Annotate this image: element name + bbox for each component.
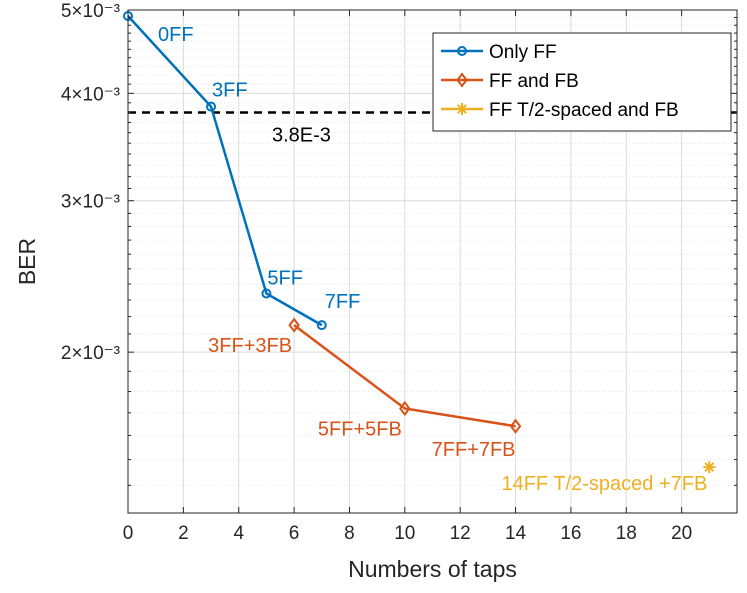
data-point <box>288 317 300 333</box>
point-annotations: 3.8E-3 0FF 3FF 5FF 7FF 3FF+3FB 5FF+5FB 7FF+7FB 1… <box>158 24 707 495</box>
y-tick-label: 2×10⁻³ <box>61 343 120 364</box>
x-tick-label: 0 <box>123 523 134 544</box>
x-tick-labels: 0 2 4 6 8 10 12 14 16 18 20 <box>123 523 692 544</box>
reference-line-label: 3.8E-3 <box>272 124 331 146</box>
x-tick-label: 2 <box>178 523 189 544</box>
x-tick-label: 20 <box>671 523 692 544</box>
x-tick-label: 10 <box>394 523 415 544</box>
series-line <box>293 324 516 428</box>
point-label: 7FF <box>325 291 361 313</box>
series-line <box>127 15 323 327</box>
x-tick-label: 14 <box>505 523 527 544</box>
legend-label: Only FF <box>489 42 557 63</box>
legend-label: FF T/2-spaced and FB <box>489 100 679 121</box>
legend-item: FF and FB <box>441 71 579 92</box>
point-label: 7FF+7FB <box>432 439 516 461</box>
data-point <box>509 418 522 434</box>
legend-swatch-marker <box>456 103 468 115</box>
y-tick-label: 3×10⁻³ <box>61 192 120 213</box>
data-point <box>703 461 716 474</box>
y-tick-label: 5×10⁻³ <box>61 1 120 22</box>
data-point <box>261 288 272 299</box>
point-label: 5FF+5FB <box>318 418 402 440</box>
point-label: 0FF <box>158 24 194 46</box>
legend-swatch-marker <box>456 72 468 88</box>
plot-frame <box>127 9 738 514</box>
y-tick-labels: 5×10⁻³ 4×10⁻³ 3×10⁻³ 2×10⁻³ <box>61 1 120 364</box>
x-tick-label: 12 <box>450 523 471 544</box>
y-axis-title: BER <box>14 238 40 285</box>
point-label: 14FF T/2-spaced +7FB <box>501 473 707 495</box>
legend: Only FF FF and FB FF T/2-spaced and FB <box>432 32 732 132</box>
series-3 <box>703 461 716 474</box>
x-tick-label: 4 <box>233 523 244 544</box>
point-label: 3FF+3FB <box>208 335 292 357</box>
legend-item: FF T/2-spaced and FB <box>441 100 679 121</box>
x-tick-label: 6 <box>289 523 300 544</box>
data-point <box>399 400 411 417</box>
y-tick-label: 4×10⁻³ <box>61 84 120 105</box>
x-tick-label: 18 <box>616 523 637 544</box>
series-2 <box>288 317 522 434</box>
point-label: 3FF <box>212 80 248 102</box>
point-label: 5FF <box>267 268 303 290</box>
x-tick-label: 16 <box>560 523 581 544</box>
legend-box <box>432 32 732 132</box>
legend-swatch-marker <box>457 46 467 56</box>
data-point <box>206 101 217 112</box>
legend-label: FF and FB <box>489 71 579 92</box>
data-point <box>316 320 327 331</box>
tick-marks <box>127 9 737 514</box>
legend-item: Only FF <box>441 42 557 63</box>
x-axis-title: Numbers of taps <box>348 556 517 582</box>
x-tick-label: 8 <box>344 523 355 544</box>
